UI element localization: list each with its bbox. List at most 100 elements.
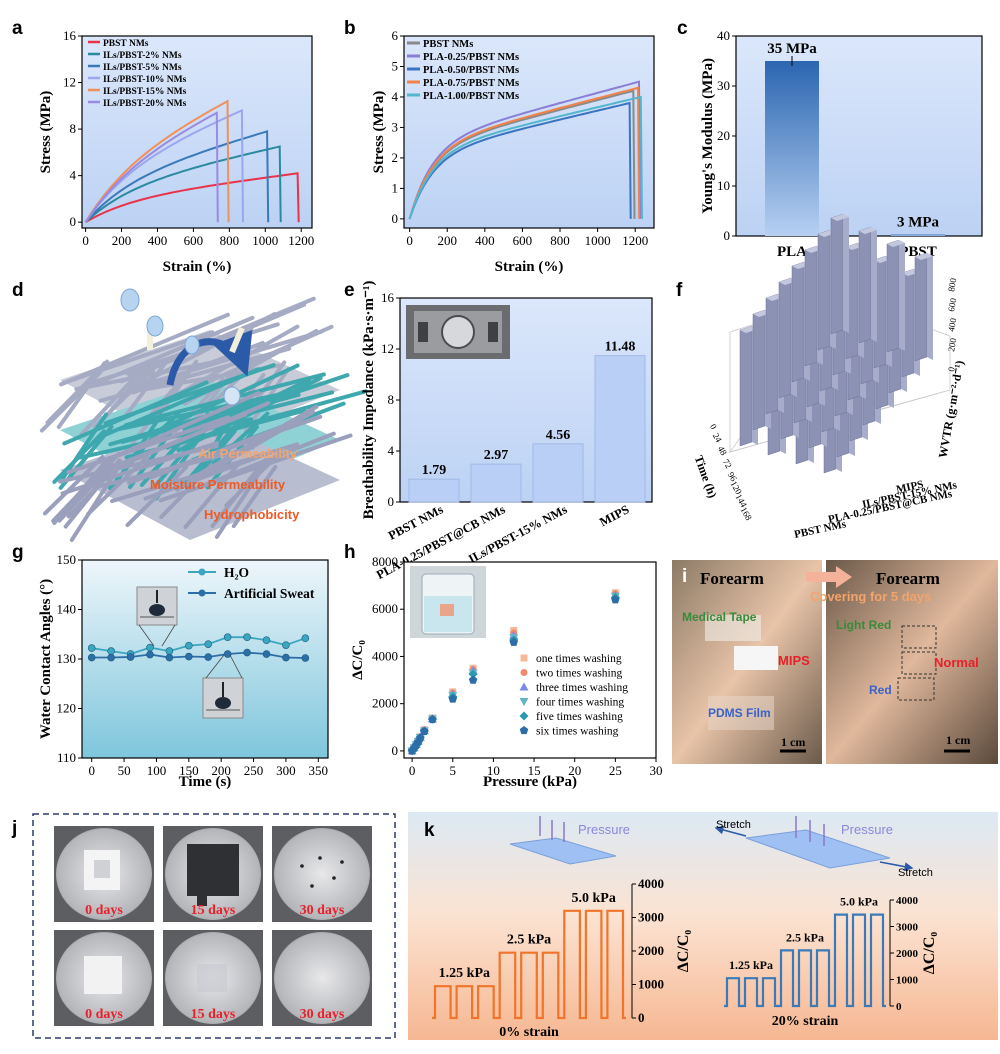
legend-label: H₂O [224, 565, 249, 580]
y-tick-label: 30 [717, 78, 730, 93]
water-droplet-icon [146, 315, 164, 337]
y-tick-label: 1000 [638, 977, 664, 992]
day-label: 0 days [85, 1007, 123, 1022]
air-arrow-icon [229, 326, 245, 354]
data-point [520, 669, 528, 676]
panel-letter-h: h [344, 542, 356, 563]
data-point [519, 682, 529, 691]
panel-letter-e: e [344, 280, 355, 301]
panel-a: a 0 200 400 600 800 1000 1200 0 4 8 12 16 PBST NMs I… [12, 18, 314, 275]
label-mips: MIPS [778, 653, 810, 668]
residue-dot [300, 864, 304, 868]
cyclic-response-charts: 0 1000 2000 3000 4000 ΔC/C₀ 1.25 kPa 2.5 kPa 5.0… [432, 876, 938, 1040]
data-point [204, 640, 213, 648]
moisture-arrow-icon [166, 329, 253, 386]
panel-letter-j: j [11, 818, 17, 839]
legend-label: ILs/PBST-15% NMs [103, 87, 187, 97]
y-tick-label: 4000 [638, 876, 664, 891]
x-tick-label: 150 [179, 763, 199, 778]
data-point [468, 669, 478, 679]
fiber [231, 465, 278, 529]
legend-label: ILs/PBST-5% NMs [103, 63, 182, 73]
xlabel-h: Pressure (kPa) [483, 774, 577, 790]
y-tick-label: 10 [717, 178, 730, 193]
x-tick-label: 300 [276, 763, 296, 778]
legend-label: four times washing [536, 697, 624, 709]
x-tick-label: 1200 [622, 233, 648, 248]
panel-g: g 0 50 100 150 200 250 300 350 110 120 130 140 150 H… [12, 542, 329, 790]
series-line [84, 130, 270, 223]
pressure-label-left: Pressure [578, 822, 630, 837]
xlabel-g: Time (s) [179, 774, 232, 790]
bar [891, 234, 945, 236]
y-tick-label: 1000 [896, 975, 919, 987]
bar-3d [804, 245, 818, 367]
data-point [87, 653, 96, 662]
x-tick-label: 30 [650, 763, 663, 778]
x-tick-label: 1000 [585, 233, 611, 248]
series-line [84, 145, 282, 223]
petri-dish [274, 932, 370, 1024]
x-tick-label: 5 [450, 763, 457, 778]
bar-3d [817, 229, 831, 351]
fiber [175, 410, 316, 492]
z-tick-label: 200 [946, 337, 958, 353]
legend-label: three times washing [536, 682, 628, 694]
panel-letter-k: k [424, 820, 435, 841]
panel-letter-b: b [344, 18, 356, 39]
bar-value-label: 11.48 [605, 340, 636, 355]
fiber [92, 412, 248, 477]
y-tick-label: 4 [392, 89, 399, 104]
pressure-label-right: Pressure [841, 822, 893, 837]
series-lines-g [87, 633, 310, 662]
x-tick-label: 350 [309, 763, 329, 778]
data-point [428, 715, 437, 724]
y-tick-label: 8 [388, 392, 395, 407]
x-tick-label: 20 [568, 763, 581, 778]
bar-3d-side [927, 253, 933, 360]
y-tick-label: 2 [392, 150, 399, 165]
sample-film [94, 860, 110, 878]
ylabel-g: Water Contact Angles (°) [38, 579, 54, 739]
data-point [301, 634, 310, 643]
legend-label: PLA-0.75/PBST NMs [423, 78, 519, 89]
water-droplet-icon [223, 386, 241, 406]
y-tick-label: 0 [724, 228, 731, 243]
plot-area-b [404, 36, 654, 228]
nanofiber-membrane-illustration [39, 288, 368, 542]
fiber [39, 370, 103, 433]
x-tick-label: 250 [244, 763, 264, 778]
legend-label: ILs/PBST-10% NMs [103, 75, 187, 85]
label-moisture-permeability: Moisture Permeability [150, 477, 286, 492]
bar-value-label: 2.97 [484, 448, 509, 463]
day-label: 30 days [300, 903, 345, 918]
sample-film [84, 956, 122, 994]
fiber [66, 459, 123, 519]
y-tick-label: 130 [57, 651, 77, 666]
x-tick-label: 200 [112, 233, 132, 248]
ylabel-a: Stress (MPa) [38, 91, 54, 174]
y-tick-label: 0 [388, 494, 395, 509]
y-tick-label: 6 [392, 28, 399, 43]
panel-k: k Pressure Stretch Pressure Stretch 0 100… [408, 812, 998, 1040]
panel-letter-f: f [676, 280, 683, 301]
y-tick-label: 16 [63, 28, 77, 43]
bar [532, 443, 584, 503]
x-tick-label: 0 [88, 763, 95, 778]
data-point [611, 595, 620, 604]
z-tick-label: 800 [946, 277, 958, 293]
panel-letter-a: a [12, 18, 23, 39]
axis-frame [403, 35, 655, 229]
step-label: 1.25 kPa [439, 966, 490, 981]
chart-caption: 20% strain [772, 1014, 839, 1029]
bar-3d [765, 293, 779, 415]
data-point [468, 675, 478, 684]
data-point [146, 643, 154, 652]
y-tick-label: 4 [388, 443, 395, 458]
axes-h: 0 5 10 15 20 25 30 0 2000 4000 6000 8000 [372, 554, 663, 778]
legend-marker [198, 589, 206, 597]
x-tick-label: 200 [211, 763, 231, 778]
x-tick-label: 400 [475, 233, 495, 248]
covering-text: Covering for 5 days [810, 589, 931, 604]
